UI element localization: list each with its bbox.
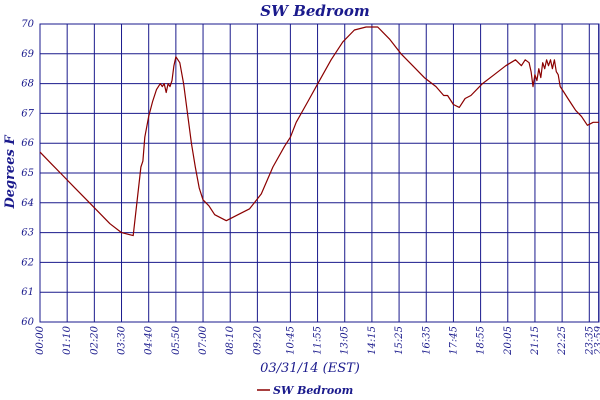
legend: SW Bedroom bbox=[257, 384, 353, 397]
x-tick-label: 14:15 bbox=[367, 326, 378, 355]
y-tick-labels: 60 61 62 63 64 65 66 67 68 69 70 bbox=[21, 19, 34, 328]
x-tick-label: 02:20 bbox=[89, 325, 100, 354]
chart-title: SW Bedroom bbox=[260, 2, 369, 20]
y-tick-label: 65 bbox=[21, 168, 34, 179]
x-tick-label: 03:30 bbox=[117, 325, 128, 354]
x-tick-label: 00:00 bbox=[35, 325, 46, 354]
series-lines bbox=[39, 26, 599, 237]
x-tick-label: 23:35 bbox=[584, 326, 595, 356]
x-tick-label: 23:59 bbox=[594, 325, 600, 355]
x-tick-label: 17:45 bbox=[448, 326, 459, 355]
x-tick-label: 07:00 bbox=[198, 325, 209, 354]
plot-frame bbox=[39, 23, 600, 323]
x-tick-label: 21:15 bbox=[530, 326, 541, 356]
x-tick-label: 04:40 bbox=[144, 325, 155, 354]
x-tick-label: 11:55 bbox=[313, 326, 324, 355]
x-tick-label: 09:20 bbox=[252, 325, 263, 354]
y-tick-label: 69 bbox=[21, 49, 34, 60]
y-tick-label: 63 bbox=[21, 228, 34, 239]
plot-grid bbox=[39, 23, 600, 323]
x-tick-label: 20:05 bbox=[503, 326, 514, 356]
series-line bbox=[39, 26, 599, 237]
y-tick-label: 67 bbox=[21, 108, 34, 119]
y-tick-label: 62 bbox=[21, 257, 34, 268]
y-tick-label: 61 bbox=[21, 287, 34, 298]
x-axis-label: 03/31/14 (EST) bbox=[260, 361, 360, 376]
x-tick-label: 01:10 bbox=[62, 325, 73, 354]
x-tick-labels: 00:00 01:10 02:20 03:30 04:40 05:50 07:00 08:10… bbox=[35, 325, 600, 355]
y-tick-label: 70 bbox=[21, 19, 34, 30]
y-axis-label: Degrees F bbox=[3, 135, 18, 210]
y-tick-label: 66 bbox=[21, 138, 34, 149]
x-tick-label: 08:10 bbox=[225, 325, 236, 354]
y-tick-label: 60 bbox=[21, 317, 34, 328]
y-tick-label: 68 bbox=[21, 79, 34, 90]
x-tick-label: 22:25 bbox=[557, 326, 568, 356]
x-tick-label: 16:35 bbox=[421, 326, 432, 355]
x-tick-label: 18:55 bbox=[476, 326, 487, 355]
legend-label: SW Bedroom bbox=[273, 384, 353, 397]
y-tick-label: 64 bbox=[21, 198, 34, 209]
x-tick-label: 15:25 bbox=[394, 326, 405, 355]
x-tick-label: 05:50 bbox=[171, 325, 182, 354]
x-tick-label: 13:05 bbox=[340, 326, 351, 355]
x-tick-label: 10:45 bbox=[285, 326, 296, 355]
